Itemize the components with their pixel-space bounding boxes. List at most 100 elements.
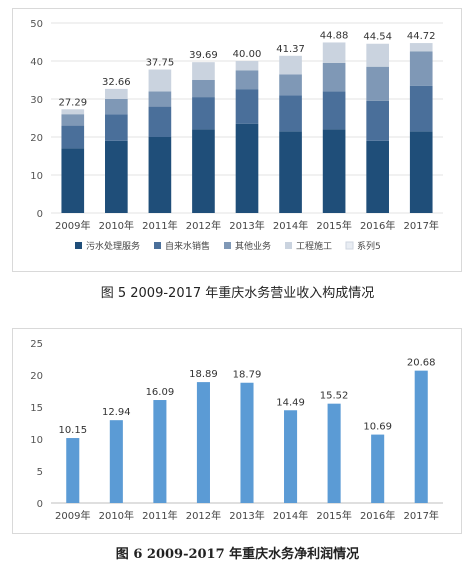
bar-segment [366, 100, 389, 141]
bar-segment [366, 140, 389, 213]
bar-segment [105, 99, 128, 115]
bar-segment [192, 129, 215, 213]
profit-bar [153, 400, 167, 503]
profit-value-label: 14.49 [276, 397, 305, 408]
bar-segment [279, 95, 302, 132]
y-tick-label: 10 [30, 435, 43, 446]
y-tick-label: 0 [37, 209, 43, 220]
x-tick-label: 2010年 [99, 219, 134, 232]
x-tick-label: 2012年 [186, 509, 221, 522]
total-label: 27.29 [58, 97, 87, 108]
bar-segment [409, 51, 433, 86]
legend-label: 工程施工 [296, 240, 332, 252]
bar-segment [409, 43, 433, 52]
bar-segment [148, 137, 172, 213]
bar-segment [279, 131, 302, 213]
y-tick-label: 15 [30, 403, 43, 414]
x-tick-label: 2013年 [229, 509, 264, 522]
total-label: 44.54 [363, 32, 392, 43]
total-label: 44.72 [407, 31, 436, 42]
total-label: 37.75 [146, 58, 175, 69]
legend-swatch [75, 242, 82, 249]
legend-swatch [285, 242, 292, 249]
bar-segment [366, 43, 389, 67]
x-tick-label: 2015年 [316, 509, 351, 522]
bar-segment [322, 42, 346, 63]
bar-segment [61, 148, 85, 213]
bar-segment [235, 61, 259, 71]
profit-bar [371, 434, 385, 503]
y-tick-label: 20 [30, 371, 43, 382]
profit-bar [327, 403, 341, 503]
profit-chart-panel: 0 5 10 15 20 25 10.15 2009年 12.94 2010年 16.09 2011年… [12, 328, 462, 534]
x-tick-label: 2016年 [360, 219, 395, 232]
y-tick-label: 40 [30, 57, 43, 68]
bar-segment [61, 125, 85, 149]
bar-segment [322, 91, 346, 130]
legend-label: 污水处理服务 [86, 240, 140, 252]
profit-chart-caption: 图 6 2009-2017 年重庆水务净利润情况 [115, 547, 360, 562]
profit-bar [284, 410, 298, 503]
revenue-stacked-bar-chart: 0 10 20 30 40 50 27.29 2009年 32.66 2010年 37.75 2011… [30, 19, 443, 252]
profit-bar [196, 382, 210, 503]
profit-value-label: 10.15 [58, 425, 87, 436]
bar-segment [148, 91, 172, 107]
total-label: 39.69 [189, 50, 218, 61]
y-tick-label: 25 [30, 339, 43, 350]
y-tick-label: 50 [30, 19, 43, 30]
total-label: 40.00 [233, 49, 262, 60]
bar-segment [105, 114, 128, 141]
net-profit-bar-chart: 0 5 10 15 20 25 10.15 2009年 12.94 2010年 16.09 2011年… [30, 339, 443, 522]
bar-segment [409, 85, 433, 132]
bar-segment [235, 123, 259, 213]
bar-segment [61, 114, 85, 126]
x-tick-label: 2014年 [273, 509, 308, 522]
bar-segment [235, 89, 259, 124]
x-tick-label: 2011年 [142, 219, 177, 232]
bar-segment [279, 55, 302, 75]
revenue-chart-panel: 0 10 20 30 40 50 27.29 2009年 32.66 2010年 37.75 2011… [12, 8, 462, 272]
x-tick-label: 2012年 [186, 219, 221, 232]
profit-bar [240, 382, 254, 503]
x-tick-label: 2015年 [316, 219, 351, 232]
bar-segment [322, 129, 346, 213]
x-tick-label: 2011年 [142, 509, 177, 522]
y-tick-label: 20 [30, 133, 43, 144]
x-tick-label: 2010年 [99, 509, 134, 522]
bar-segment [105, 88, 128, 99]
total-label: 41.37 [276, 44, 305, 55]
legend-label: 自来水销售 [165, 240, 210, 252]
profit-bar [414, 370, 428, 503]
x-tick-label: 2017年 [403, 219, 438, 232]
profit-value-label: 15.52 [320, 391, 349, 402]
legend-label: 其他业务 [235, 240, 271, 252]
y-tick-label: 5 [37, 467, 43, 478]
profit-value-label: 18.89 [189, 369, 218, 380]
bar-segment [192, 97, 215, 130]
bar-segment [235, 70, 259, 90]
bar-segment [322, 62, 346, 92]
bar-segment [192, 62, 215, 80]
profit-value-label: 12.94 [102, 407, 131, 418]
bar-segment [409, 131, 433, 213]
profit-value-label: 20.68 [407, 358, 436, 369]
profit-value-label: 16.09 [146, 387, 175, 398]
profit-value-label: 10.69 [363, 422, 392, 433]
profit-bar [109, 420, 123, 503]
total-label: 32.66 [102, 77, 131, 88]
x-tick-label: 2009年 [55, 219, 90, 232]
y-tick-label: 10 [30, 171, 43, 182]
x-tick-label: 2016年 [360, 509, 395, 522]
x-tick-label: 2017年 [403, 509, 438, 522]
profit-value-label: 18.79 [233, 370, 262, 381]
revenue-chart-caption: 图 5 2009-2017 年重庆水务营业收入构成情况 [100, 286, 375, 301]
profit-bar [66, 438, 80, 503]
x-tick-label: 2009年 [55, 509, 90, 522]
total-label: 44.88 [320, 30, 349, 41]
bar-segment [105, 140, 128, 213]
legend-swatch [345, 241, 354, 250]
legend-label: 系列5 [357, 240, 381, 252]
legend-swatch [154, 242, 161, 249]
x-tick-label: 2014年 [273, 219, 308, 232]
bar-segment [192, 80, 215, 98]
